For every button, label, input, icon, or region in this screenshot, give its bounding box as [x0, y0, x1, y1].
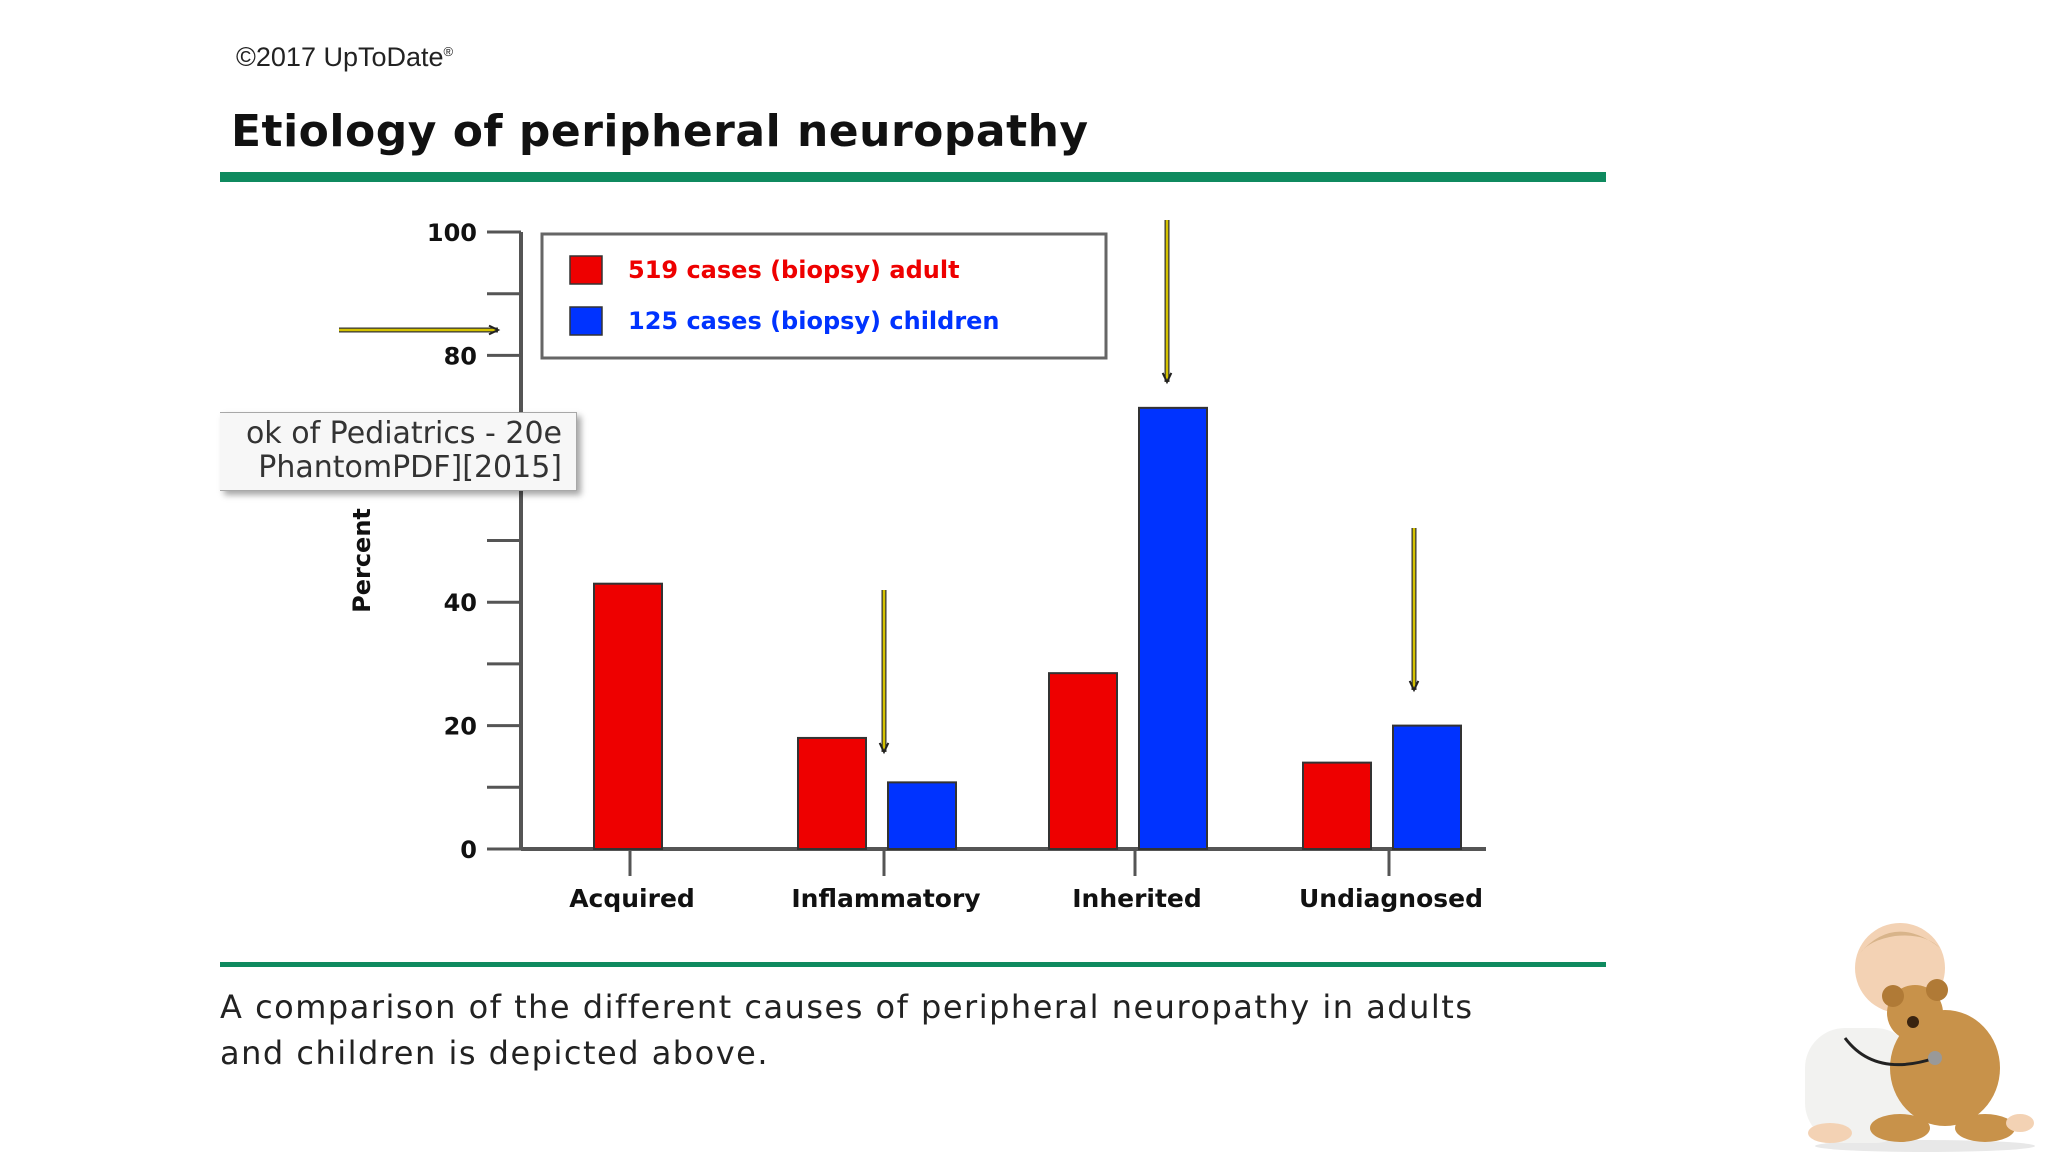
- page-title: Etiology of peripheral neuropathy: [231, 106, 1089, 157]
- bar-children-undiagnosed: [1392, 724, 1462, 850]
- legend-swatch-children: [569, 306, 603, 336]
- tooltip-popup: ok of Pediatrics - 20e PhantomPDF][2015]: [220, 412, 577, 491]
- copyright-text: ©2017 UpToDate®: [236, 42, 454, 72]
- bar-adult-undiagnosed: [1302, 761, 1372, 850]
- x-tick-label: Undiagnosed: [1299, 884, 1483, 913]
- bar-adult-acquired: [593, 582, 663, 850]
- annotation-arrow-inflammatory-head: [878, 742, 890, 755]
- legend-label-adult: 519 cases (biopsy) adult: [628, 256, 960, 284]
- y-tick-label: 40: [444, 589, 477, 617]
- tooltip-line-2: PhantomPDF][2015]: [258, 450, 562, 485]
- legend-swatch-adult: [569, 255, 603, 285]
- y-tick-label: 100: [427, 219, 477, 247]
- figure-caption: A comparison of the different causes of …: [220, 988, 1474, 1072]
- neuropathy-bar-chart: 0 20 40 80 100 Percent Acquired Inflammatory Inh…: [339, 219, 1486, 913]
- annotation-arrow-inherited-head: [1161, 372, 1173, 385]
- bar-children-inflammatory: [887, 781, 957, 851]
- baby-with-teddy-bear-image: [1805, 923, 2035, 1152]
- bar-adult-inflammatory: [797, 736, 867, 850]
- y-tick-label: 20: [444, 713, 477, 741]
- y-tick-label: 80: [444, 342, 477, 370]
- y-axis-title: Percent: [348, 508, 376, 613]
- x-tick-label: Inflammatory: [791, 884, 980, 913]
- title-divider: [220, 172, 1606, 182]
- bar-children-inherited: [1138, 406, 1208, 850]
- x-tick-label: Inherited: [1072, 884, 1202, 913]
- annotation-arrow-undiagnosed-head: [1408, 680, 1420, 693]
- bar-adult-inherited: [1048, 672, 1118, 850]
- legend-box: [540, 232, 1108, 360]
- legend-label-children: 125 cases (biopsy) children: [628, 307, 1000, 335]
- x-tick-label: Acquired: [569, 884, 695, 913]
- y-tick-label: 0: [460, 836, 477, 864]
- caption-divider: [220, 962, 1606, 967]
- annotation-arrow-80-percent-head: [488, 324, 501, 336]
- tooltip-line-1: ok of Pediatrics - 20e: [245, 416, 562, 451]
